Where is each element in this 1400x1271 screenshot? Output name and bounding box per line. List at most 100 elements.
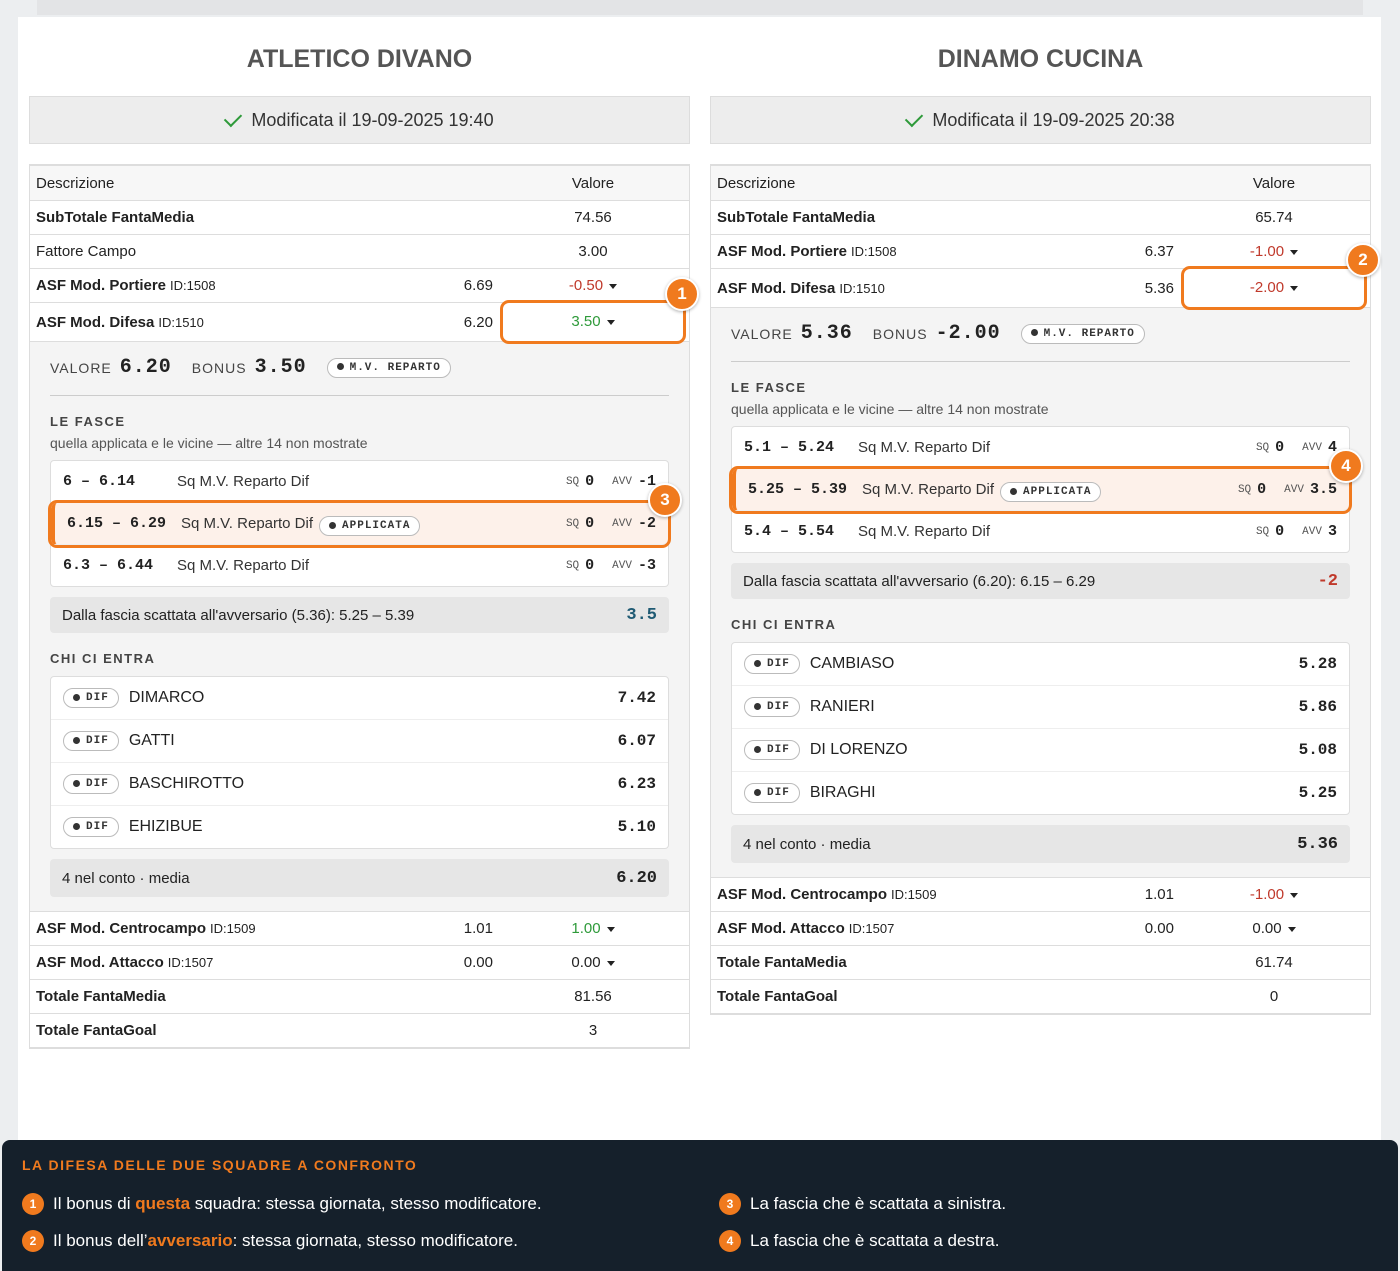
row-label: Totale FantaGoal bbox=[717, 988, 1184, 1005]
player-role: DIF bbox=[744, 654, 800, 674]
row-label: ASF Mod. Attacco ID:1507 bbox=[717, 920, 1054, 937]
player-name: CAMBIASO bbox=[809, 655, 895, 672]
legend-text: La fascia che è scattata a destra. bbox=[750, 1231, 999, 1251]
fascia-range: 5.25 – 5.39 bbox=[748, 481, 848, 498]
sq-value: 0 bbox=[1257, 481, 1267, 498]
row-label: Fattore Campo bbox=[36, 243, 503, 260]
legend-text-before: La fascia che è scattata a sinistra. bbox=[750, 1193, 1007, 1213]
dropdown-arrow bbox=[1290, 892, 1299, 898]
fasce-title: LE FASCE bbox=[731, 380, 807, 395]
fascia-range: 6.15 – 6.29 bbox=[67, 515, 167, 532]
legend-number: 2 bbox=[22, 1229, 44, 1252]
header-value: Valore bbox=[1252, 174, 1296, 192]
table-row: ASF Mod. Attacco ID:1507 0.00 0.00 bbox=[30, 946, 689, 980]
callout-badge: 2 bbox=[1346, 243, 1380, 277]
player-value: 6.23 bbox=[617, 775, 656, 793]
avv-value: -2 bbox=[637, 515, 656, 532]
legend-item: 4 La fascia che è scattata a destra. bbox=[719, 1222, 1379, 1259]
players-summary: 4 nel conto · media 5.36 bbox=[731, 825, 1350, 863]
legend-panel: LA DIFESA DELLE DUE SQUADRE A CONFRONTO 1… bbox=[2, 1140, 1398, 1271]
row-id: ID:1508 bbox=[851, 244, 897, 259]
row-label: ASF Mod. Centrocampo ID:1509 bbox=[36, 920, 373, 937]
row-score: 5.36 bbox=[1144, 279, 1174, 297]
row-value-cell: 3.50 1 bbox=[500, 277, 699, 344]
row-value-cell: -2.00 2 bbox=[1181, 243, 1380, 310]
valore-value: 5.36 bbox=[800, 322, 853, 345]
row-score: 6.69 bbox=[463, 277, 493, 294]
player-name: EHIZIBUE bbox=[128, 818, 203, 835]
row-value-cell: 65.74 bbox=[1184, 209, 1364, 226]
sq-label: SQ bbox=[1255, 525, 1270, 538]
avv-value: 3.5 bbox=[1309, 481, 1337, 498]
table-header: Descrizione Valore bbox=[30, 166, 689, 201]
avv-label: AVV bbox=[612, 517, 632, 530]
row-value: 0.00 bbox=[571, 954, 601, 971]
team-panel: ATLETICO DIVANO Modificata il 19-09-2025 … bbox=[29, 17, 699, 1049]
score-table: Descrizione Valore SubTotale FantaMedia 74.… bbox=[29, 164, 699, 1049]
fascia-range: 6.3 – 6.44 bbox=[63, 557, 154, 574]
sq-value: 0 bbox=[585, 557, 595, 574]
avv-label: AVV bbox=[612, 559, 632, 572]
summary-label: 4 nel conto · media bbox=[62, 869, 190, 887]
player-name: BASCHIROTTO bbox=[128, 775, 245, 792]
player-row: DIF GATTI 6.07 bbox=[51, 720, 668, 763]
legend-item: 3 La fascia che è scattata a sinistra. bbox=[719, 1185, 1379, 1222]
table-row: ASF Mod. Portiere ID:1508 6.69 -0.50 bbox=[30, 269, 689, 303]
row-value: 3 bbox=[588, 1022, 598, 1039]
row-score: 6.20 bbox=[463, 313, 493, 331]
row-value-cell: 61.74 bbox=[1184, 954, 1364, 971]
team-name: DINAMO CUCINA bbox=[937, 45, 1144, 73]
row-score: 6.37 bbox=[1144, 243, 1174, 260]
defense-detail: VALORE 5.36 BONUS -2.00 M.V. REPARTO LE FASCE… bbox=[711, 308, 1370, 878]
row-label-text: Totale FantaGoal bbox=[717, 988, 838, 1005]
legend-highlight: avversario bbox=[147, 1230, 233, 1250]
row-value: 81.56 bbox=[574, 988, 612, 1005]
row-value: 65.74 bbox=[1255, 209, 1293, 226]
row-value-cell: 81.56 bbox=[503, 988, 683, 1005]
row-label-text: SubTotale FantaMedia bbox=[36, 209, 195, 226]
row-value: 3.50 bbox=[571, 313, 601, 330]
table-row: ASF Mod. Difesa ID:1510 6.20 3.50 1 bbox=[30, 277, 699, 344]
fascia-label-text: Sq M.V. Reparto Dif bbox=[177, 557, 310, 574]
table-row: Fattore Campo 3.00 bbox=[30, 235, 689, 269]
row-label-text: Fattore Campo bbox=[36, 243, 137, 260]
player-name: DIMARCO bbox=[128, 689, 205, 706]
legend-number: 3 bbox=[719, 1192, 741, 1215]
opponent-value: -2 bbox=[1317, 571, 1338, 591]
applied-badge: APPLICATA bbox=[1000, 482, 1102, 502]
player-role: DIF bbox=[744, 740, 800, 760]
opponent-value: 3.5 bbox=[626, 605, 657, 625]
legend-items: 1 Il bonus di questa squadra: stessa gior… bbox=[22, 1185, 1378, 1259]
fascia-label-text: Sq M.V. Reparto Dif bbox=[858, 439, 991, 456]
table-row: Totale FantaMedia 61.74 bbox=[711, 946, 1370, 980]
player-role: DIF bbox=[744, 697, 800, 717]
table-row: SubTotale FantaMedia 65.74 bbox=[711, 201, 1370, 235]
row-label: ASF Mod. Difesa ID:1510 bbox=[36, 314, 373, 331]
row-score: 0.00 bbox=[1144, 920, 1174, 937]
row-value-cell: 3 bbox=[503, 1022, 683, 1039]
row-value: 1.00 bbox=[571, 920, 601, 937]
players-summary: 4 nel conto · media 6.20 bbox=[50, 859, 669, 897]
fasce-subtitle: quella applicata e le vicine — altre 14 … bbox=[50, 435, 368, 451]
modified-status: Modificata il 19-09-2025 20:38 bbox=[710, 96, 1371, 144]
fascia-row: 5.1 – 5.24 Sq M.V. Reparto Dif SQ 0 AVV 4 bbox=[732, 427, 1349, 469]
dropdown-arrow bbox=[606, 319, 615, 325]
table-header: Descrizione Valore bbox=[711, 166, 1370, 201]
row-score: 1.01 bbox=[463, 920, 493, 937]
player-role: DIF bbox=[63, 774, 119, 794]
header-description: Descrizione bbox=[717, 174, 796, 192]
row-value: 61.74 bbox=[1255, 954, 1293, 971]
table-row: Totale FantaGoal 0 bbox=[711, 980, 1370, 1014]
player-value: 5.28 bbox=[1298, 655, 1337, 673]
dropdown-arrow bbox=[1290, 285, 1299, 291]
fasce-subtitle: quella applicata e le vicine — altre 14 … bbox=[731, 401, 1049, 417]
row-label: Totale FantaMedia bbox=[717, 954, 1184, 971]
legend-text-after: squadra: stessa giornata, stesso modific… bbox=[190, 1193, 542, 1213]
fasce-list: 6 – 6.14 Sq M.V. Reparto Dif SQ 0 AVV -1 6.15 … bbox=[48, 460, 682, 587]
row-value: -1.00 bbox=[1249, 243, 1285, 260]
player-value: 5.86 bbox=[1298, 698, 1337, 716]
row-value-cell: 1.00 bbox=[503, 920, 683, 937]
sq-label: SQ bbox=[1237, 483, 1252, 496]
fascia-label: Sq M.V. Reparto Dif APPLICATA bbox=[181, 515, 548, 536]
